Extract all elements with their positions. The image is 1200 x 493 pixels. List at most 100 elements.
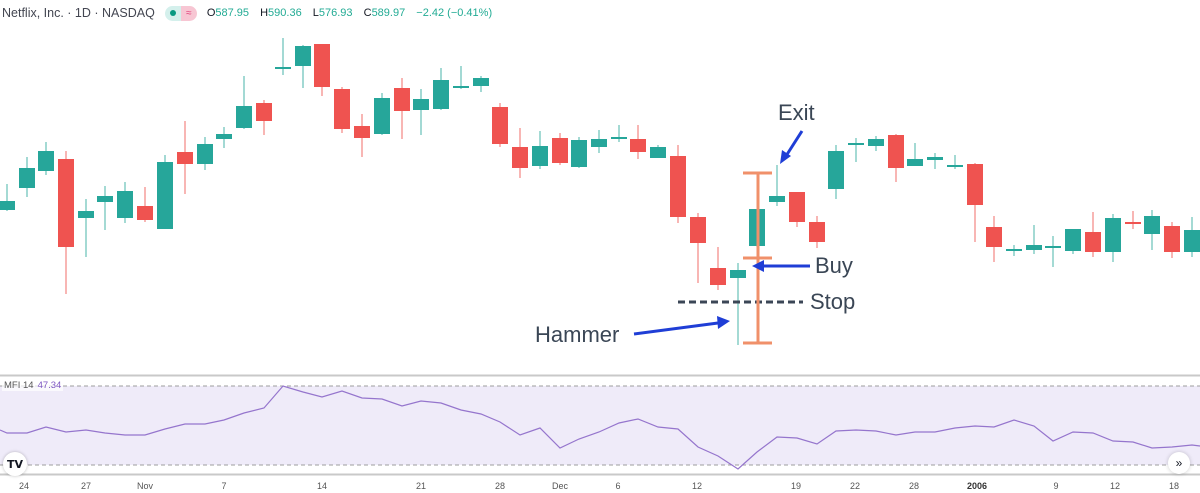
candle bbox=[374, 93, 390, 135]
candle bbox=[1006, 245, 1022, 256]
candle bbox=[58, 151, 74, 294]
market-open-dot-icon bbox=[169, 10, 176, 16]
time-axis-tick: 22 bbox=[849, 481, 861, 491]
candle bbox=[947, 155, 963, 169]
time-axis-tick: 9 bbox=[1053, 481, 1059, 491]
candle bbox=[1164, 222, 1180, 258]
candle bbox=[0, 184, 15, 211]
candle bbox=[19, 157, 35, 197]
candle bbox=[314, 44, 330, 96]
data-delay-icon: ≈ bbox=[180, 5, 197, 21]
candle bbox=[650, 145, 666, 158]
candle bbox=[888, 134, 904, 182]
candle bbox=[967, 163, 983, 242]
candle bbox=[630, 125, 646, 159]
candle bbox=[433, 68, 449, 110]
candle bbox=[295, 45, 311, 88]
time-axis-tick: 18 bbox=[1168, 481, 1180, 491]
candle bbox=[137, 187, 153, 222]
mfi-legend[interactable]: MFI 14 47.34 bbox=[2, 380, 64, 391]
tradingview-logo[interactable]: TV bbox=[3, 452, 27, 476]
change-value: −2.42 (−0.41%) bbox=[416, 7, 493, 19]
candle bbox=[1144, 210, 1160, 250]
candle bbox=[236, 76, 252, 129]
candle bbox=[828, 145, 844, 199]
candle bbox=[473, 76, 489, 92]
candle bbox=[334, 87, 350, 133]
trade-annotations bbox=[633, 130, 810, 345]
symbol-title[interactable]: Netflix, Inc. · 1D · NASDAQ bbox=[2, 6, 155, 20]
candle bbox=[512, 128, 528, 178]
exit-label: Exit bbox=[778, 100, 815, 125]
candle bbox=[769, 165, 785, 206]
candle bbox=[532, 131, 548, 169]
candle bbox=[453, 66, 469, 89]
candle bbox=[177, 121, 193, 194]
candle bbox=[117, 182, 133, 223]
time-axis-tick: 19 bbox=[790, 481, 802, 491]
candle bbox=[809, 216, 825, 248]
candle bbox=[611, 125, 627, 142]
hammer-label: Hammer bbox=[535, 322, 620, 347]
buy-label: Buy bbox=[815, 253, 853, 278]
candle bbox=[927, 153, 943, 169]
scroll-to-realtime-button[interactable]: » bbox=[1168, 452, 1190, 474]
mfi-line bbox=[0, 385, 1200, 470]
candle bbox=[1105, 214, 1121, 262]
buy-arrow-icon bbox=[752, 260, 810, 272]
candle bbox=[1026, 225, 1042, 254]
mfi-value: 47.34 bbox=[37, 380, 62, 391]
candle bbox=[571, 137, 587, 168]
candle bbox=[157, 155, 173, 229]
market-status-pill[interactable]: ≈ bbox=[164, 5, 197, 21]
candle bbox=[789, 192, 805, 227]
time-axis-tick: 27 bbox=[80, 481, 92, 491]
time-axis-tick: 28 bbox=[908, 481, 920, 491]
candle bbox=[690, 213, 706, 283]
candle bbox=[552, 133, 568, 165]
time-axis-tick: 21 bbox=[415, 481, 427, 491]
stop-label: Stop bbox=[810, 289, 856, 314]
candle bbox=[78, 199, 94, 257]
hammer-arrow-icon bbox=[633, 316, 730, 336]
candle bbox=[1085, 212, 1101, 257]
time-axis-tick: 7 bbox=[221, 481, 227, 491]
mfi-pane bbox=[0, 385, 1200, 470]
mfi-name: MFI 14 bbox=[4, 380, 34, 391]
time-axis-tick: Dec bbox=[551, 481, 569, 491]
candle bbox=[710, 247, 726, 290]
time-axis-tick: 12 bbox=[1109, 481, 1121, 491]
candle bbox=[97, 186, 113, 230]
time-axis-tick: Nov bbox=[136, 481, 154, 491]
time-axis-tick: 12 bbox=[691, 481, 703, 491]
time-axis-tick: 2006 bbox=[966, 481, 988, 491]
candle bbox=[848, 138, 864, 162]
low-value: 576.93 bbox=[318, 7, 353, 19]
candle bbox=[907, 143, 923, 166]
ohlc-values: O587.95 H590.36 L576.93 C589.97 −2.42 (−… bbox=[206, 7, 493, 19]
candle bbox=[256, 100, 272, 135]
time-axis-tick: 28 bbox=[494, 481, 506, 491]
candle bbox=[275, 38, 291, 75]
candle bbox=[670, 145, 686, 223]
candle bbox=[413, 89, 429, 135]
candle bbox=[868, 136, 884, 151]
candle bbox=[1125, 211, 1141, 229]
candle bbox=[394, 78, 410, 139]
candle bbox=[1045, 236, 1061, 267]
candle bbox=[1065, 229, 1081, 254]
exit-arrow-icon bbox=[780, 130, 804, 164]
open-value: 587.95 bbox=[215, 7, 250, 19]
candle bbox=[492, 103, 508, 147]
candle bbox=[354, 114, 370, 157]
high-value: 590.36 bbox=[268, 7, 302, 19]
candle bbox=[216, 127, 232, 148]
candle bbox=[197, 137, 213, 170]
time-axis-tick: 14 bbox=[316, 481, 328, 491]
close-value: 589.97 bbox=[371, 7, 406, 19]
candlestick-series bbox=[0, 38, 1200, 345]
candle bbox=[591, 130, 607, 153]
candle bbox=[1184, 217, 1200, 257]
candle bbox=[986, 216, 1002, 262]
